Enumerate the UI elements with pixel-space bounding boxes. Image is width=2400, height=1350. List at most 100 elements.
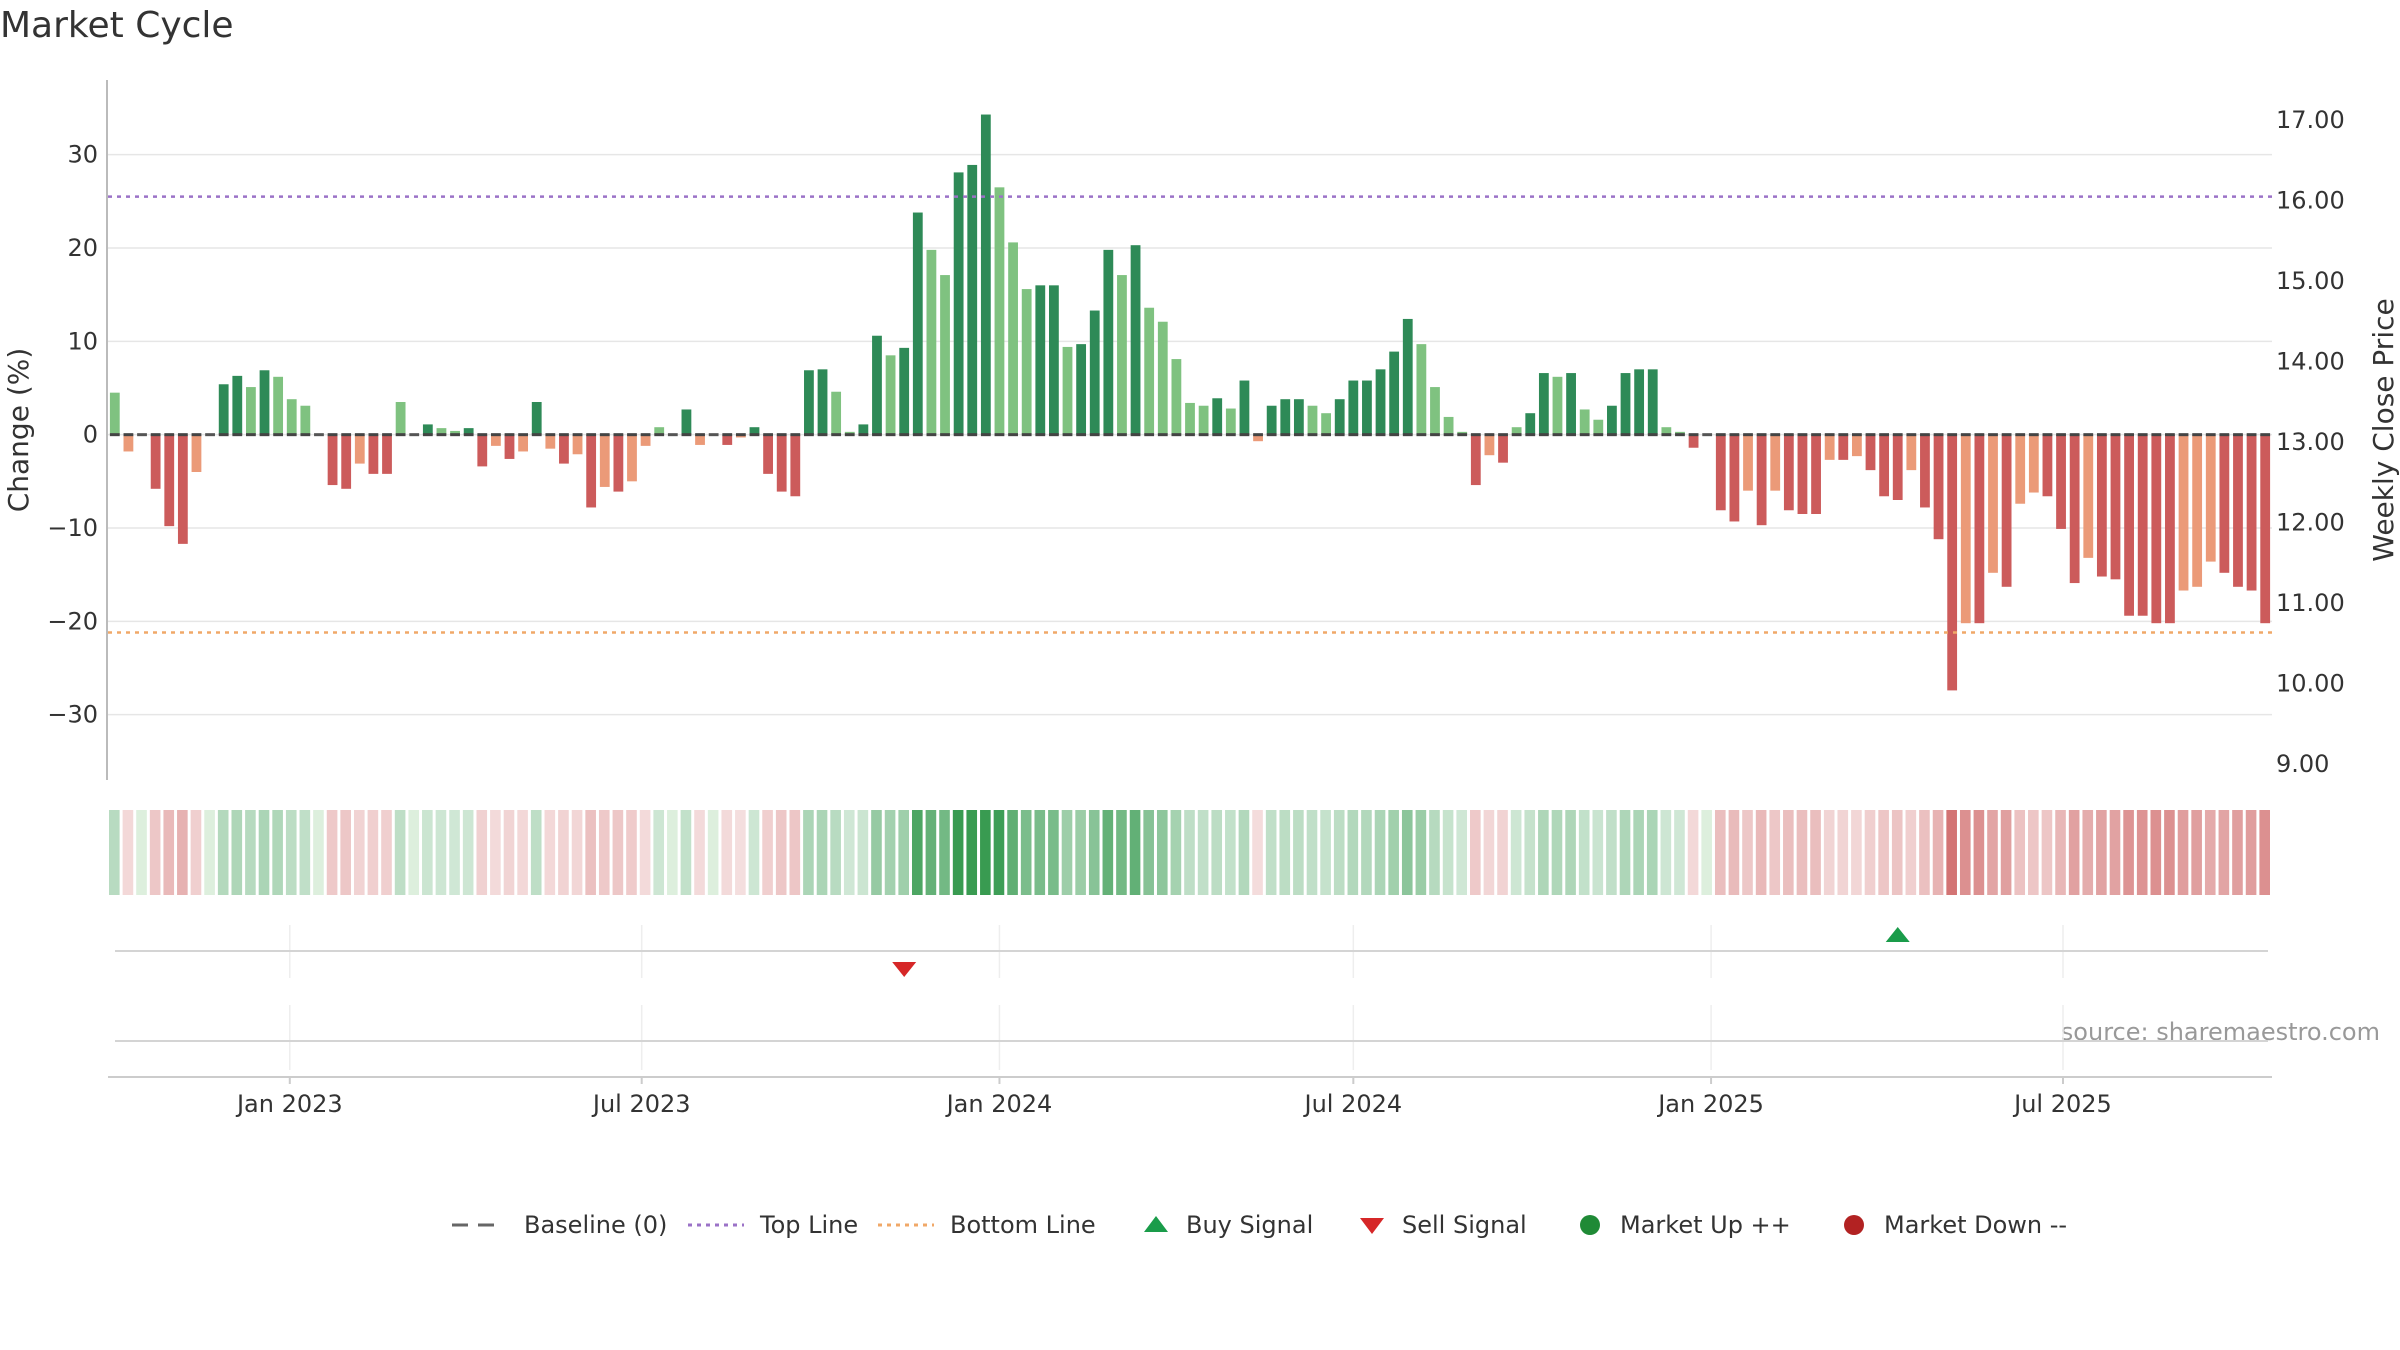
- bar-baseline-tick: [2219, 433, 2230, 437]
- bar: [980, 114, 991, 435]
- heat-cell: [803, 810, 814, 895]
- bar-baseline-tick: [1579, 433, 1590, 437]
- heat-cell: [1932, 810, 1944, 895]
- heat-cell: [735, 810, 746, 895]
- legend-item: Baseline (0): [452, 1211, 667, 1239]
- bar: [1783, 434, 1794, 511]
- bar-baseline-tick: [1865, 433, 1876, 437]
- y-tick-label: 10: [67, 327, 98, 355]
- bar-baseline-tick: [1144, 433, 1155, 437]
- heat-cell: [326, 810, 338, 895]
- bar-baseline-tick: [1620, 433, 1631, 437]
- bar: [1607, 405, 1617, 435]
- bar: [722, 434, 733, 445]
- bar: [1960, 434, 1971, 624]
- heat-cell: [1388, 810, 1399, 895]
- heat-cell: [1796, 810, 1808, 895]
- heat-cell: [1470, 810, 1481, 895]
- bar: [518, 434, 529, 452]
- heat-cell: [476, 810, 488, 895]
- bar-baseline-tick: [1117, 433, 1127, 437]
- heat-cell: [2082, 810, 2094, 895]
- heat-cell: [558, 810, 569, 895]
- bar: [708, 433, 719, 437]
- bar: [490, 434, 501, 446]
- bar-baseline-tick: [232, 433, 243, 437]
- legend-item: Buy Signal: [1144, 1211, 1313, 1239]
- heat-cell: [789, 810, 801, 895]
- bar-baseline-tick: [273, 433, 284, 437]
- bar-baseline-tick: [654, 433, 665, 437]
- bar: [667, 433, 678, 437]
- bar: [191, 434, 202, 472]
- heat-cell: [1524, 810, 1536, 895]
- heat-cell: [952, 810, 964, 895]
- bar: [109, 392, 120, 435]
- bar-baseline-tick: [2246, 433, 2257, 437]
- heat-cell: [1674, 810, 1685, 895]
- y2-tick-label: 13.00: [2276, 428, 2345, 456]
- heat-cell: [2068, 810, 2080, 895]
- heat-cell: [1497, 810, 1508, 895]
- legend-item: Market Down --: [1844, 1211, 2067, 1239]
- y-tick-label: 30: [67, 141, 98, 169]
- bar: [2165, 434, 2175, 624]
- y2-tick-label: 15.00: [2276, 267, 2345, 295]
- bar: [1865, 434, 1876, 471]
- bar: [327, 434, 338, 486]
- heat-cell: [1116, 810, 1127, 895]
- bar-baseline-tick: [844, 433, 855, 437]
- bar: [1334, 399, 1345, 435]
- y2-tick-label: 11.00: [2276, 589, 2345, 617]
- bar-baseline-tick: [940, 433, 950, 437]
- heat-cell: [490, 810, 501, 895]
- bar-baseline-tick: [1988, 433, 1998, 437]
- bar: [1498, 434, 1508, 463]
- heat-cell: [2136, 810, 2148, 895]
- bar-baseline-tick: [1538, 433, 1549, 437]
- heat-cell: [1374, 810, 1386, 895]
- bar: [1892, 434, 1903, 500]
- y-tick-label: −10: [47, 514, 98, 542]
- x-tick-label: Jan 2025: [1656, 1090, 1764, 1118]
- heat-cell: [2191, 810, 2202, 895]
- heat-cell: [217, 810, 229, 895]
- heat-cell: [1279, 810, 1291, 895]
- bar: [1048, 285, 1059, 435]
- heat-cell: [1225, 810, 1236, 895]
- bar: [422, 424, 433, 435]
- bar: [1348, 380, 1359, 435]
- bar: [940, 275, 950, 435]
- bar-baseline-tick: [1212, 433, 1223, 437]
- heat-cell: [1197, 810, 1209, 895]
- heat-cell: [612, 810, 624, 895]
- heat-cell: [707, 810, 719, 895]
- bar-baseline-tick: [695, 433, 705, 437]
- y2-tick-label: 12.00: [2276, 509, 2345, 537]
- heat-cell: [530, 810, 542, 895]
- bar: [831, 391, 842, 435]
- heat-cell: [299, 810, 311, 895]
- bar-baseline-tick: [858, 433, 869, 437]
- heat-cell: [2232, 810, 2243, 895]
- bar: [1130, 245, 1141, 435]
- bar-baseline-tick: [531, 433, 542, 437]
- heat-cell: [1646, 810, 1658, 895]
- bar: [627, 434, 637, 482]
- bar: [1933, 434, 1944, 540]
- bar-baseline-tick: [749, 433, 760, 437]
- bar: [545, 434, 556, 449]
- bar-baseline-tick: [1266, 433, 1277, 437]
- heat-cell: [598, 810, 610, 895]
- legend-label: Market Down --: [1884, 1211, 2067, 1239]
- bar: [2178, 434, 2189, 591]
- bar: [1430, 387, 1440, 435]
- bar-baseline-tick: [1280, 433, 1291, 437]
- bar: [654, 427, 665, 435]
- y2-tick-label: 9.00: [2276, 750, 2329, 778]
- heat-cell: [1592, 810, 1604, 895]
- bar-baseline-tick: [1743, 433, 1753, 437]
- bar: [599, 434, 610, 487]
- bar: [804, 370, 814, 435]
- legend: Baseline (0) Top Line Bottom Line Buy Signa…: [452, 1211, 2067, 1239]
